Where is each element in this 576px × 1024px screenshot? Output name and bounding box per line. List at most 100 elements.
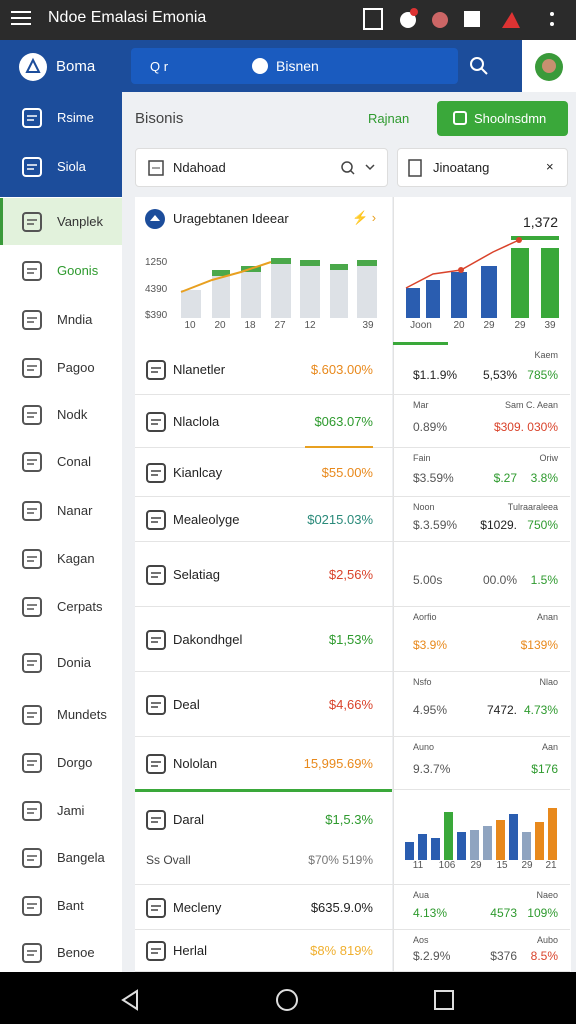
row-value: $063.07% <box>314 413 373 429</box>
sidebar-active <box>0 198 122 245</box>
nav-item[interactable]: Goonis <box>57 263 99 278</box>
filter-icon <box>148 160 164 176</box>
row-value: $4,66% <box>328 696 373 712</box>
filter-dropdown[interactable] <box>397 148 568 187</box>
cell-label: Anan <box>536 612 558 622</box>
cell-value: $3.59% <box>413 470 454 485</box>
cell-label: Tulraaraleea <box>507 502 558 512</box>
nav-item[interactable]: Nanar <box>57 503 93 518</box>
row-name: Daral <box>173 812 205 827</box>
user-avatar[interactable] <box>534 52 564 82</box>
card-action[interactable]: ⚡ › <box>352 210 377 225</box>
x-label: 29 <box>514 320 526 331</box>
row-name: Selatiag <box>173 566 220 582</box>
nav-icon <box>22 753 42 773</box>
nav-item[interactable]: Dorgo <box>57 755 93 770</box>
row-name: Nlanetler <box>173 362 226 377</box>
cell-label: Auno <box>413 742 435 752</box>
nav-icon <box>22 358 42 378</box>
cell-value: $3.9% <box>413 637 448 652</box>
cell-label: Nsfo <box>413 677 432 687</box>
cell-label: Sam C. Aean <box>504 400 558 410</box>
nav-item[interactable]: Jami <box>57 803 85 818</box>
x-label: 11 <box>412 860 424 871</box>
nav-item[interactable]: Mndia <box>57 312 93 327</box>
nav-item[interactable]: Mundets <box>57 707 107 722</box>
nav-buttons[interactable] <box>115 985 465 1015</box>
row-value: $.603.00% <box>310 362 373 377</box>
nav-item[interactable]: Conal <box>57 454 91 469</box>
filter-actions <box>341 161 375 175</box>
x-label: 39 <box>544 320 556 331</box>
nav-item[interactable]: Nodk <box>57 407 88 422</box>
card-bars <box>180 258 377 318</box>
accent-line <box>135 789 392 792</box>
row-value: $635.9.0% <box>310 899 373 915</box>
x-label: 29 <box>521 860 533 871</box>
button-icon <box>453 111 467 125</box>
row-sub-value: $70% 519% <box>308 853 373 867</box>
brand-name: Boma <box>56 58 96 75</box>
x-label: 15 <box>496 860 508 871</box>
cell-value: 0.89% <box>413 419 448 434</box>
nav-item[interactable]: Rsime <box>57 110 94 125</box>
cell-label: Noon <box>413 502 435 512</box>
nav-item[interactable]: Pagoo <box>57 360 95 375</box>
row-value: $55.00% <box>321 464 373 480</box>
cell-value: 109% <box>527 905 558 920</box>
nav-bar <box>0 972 576 1024</box>
search-box[interactable] <box>131 48 458 84</box>
cell-value: $176 <box>531 761 558 776</box>
nav-item[interactable]: Kagan <box>57 551 95 566</box>
x-label: 21 <box>545 860 557 871</box>
row-icon <box>146 897 166 918</box>
nav-icon <box>22 157 42 177</box>
row-divider <box>135 394 570 395</box>
nav-item[interactable]: Siola <box>57 159 86 174</box>
nav-icon <box>22 212 42 232</box>
cell-value: 00.0% <box>482 572 517 587</box>
row-name: Dakondhgel <box>173 631 243 647</box>
cell-label: Aua <box>413 890 430 900</box>
search-icon[interactable] <box>468 55 490 77</box>
nav-item[interactable]: Benoe <box>57 945 95 960</box>
cell-value: 750% <box>527 517 558 532</box>
nav-icon <box>22 597 42 617</box>
row-divider <box>135 671 570 672</box>
main-link[interactable]: Rajnan <box>368 111 410 126</box>
x-label: 29 <box>470 860 482 871</box>
cell-label: Nlao <box>539 677 558 687</box>
row-divider <box>135 496 570 497</box>
nav-item[interactable]: Bangela <box>57 850 105 865</box>
close-icon[interactable]: × <box>546 159 554 174</box>
cell-value: $309. 030% <box>493 419 558 434</box>
nav-item[interactable]: Cerpats <box>57 599 103 614</box>
filter-dropdown[interactable] <box>135 148 388 187</box>
filter-icon <box>408 159 422 177</box>
cell-value: 4573 <box>490 905 517 920</box>
x-label: 12 <box>304 320 316 331</box>
nav-item[interactable]: Bant <box>57 898 84 913</box>
cell-label: Aubo <box>536 935 558 945</box>
row-divider <box>135 541 570 542</box>
nav-item[interactable]: Vanplek <box>57 214 104 229</box>
main-title: Bisonis <box>135 110 184 127</box>
nav-item[interactable]: Donia <box>57 655 91 670</box>
row-name: Nlaclola <box>173 413 220 429</box>
primary-button[interactable] <box>437 101 568 136</box>
button-label: Shoolnsdmn <box>474 111 547 126</box>
mini-chart <box>405 808 557 860</box>
row-value: $1,5.3% <box>325 812 373 827</box>
row-divider <box>135 971 570 972</box>
row-divider <box>135 884 570 885</box>
x-label: 20 <box>453 320 465 331</box>
cell-label: Aan <box>541 742 558 752</box>
side-bars <box>405 236 559 318</box>
cell-label: Fain <box>413 453 431 463</box>
row-sub-name: Ss Ovall <box>146 853 191 867</box>
row-icon <box>146 411 166 432</box>
menu-icon[interactable] <box>10 8 32 28</box>
cell-value: $.2.9% <box>413 949 451 963</box>
chart-value: 1,372 <box>522 214 558 230</box>
